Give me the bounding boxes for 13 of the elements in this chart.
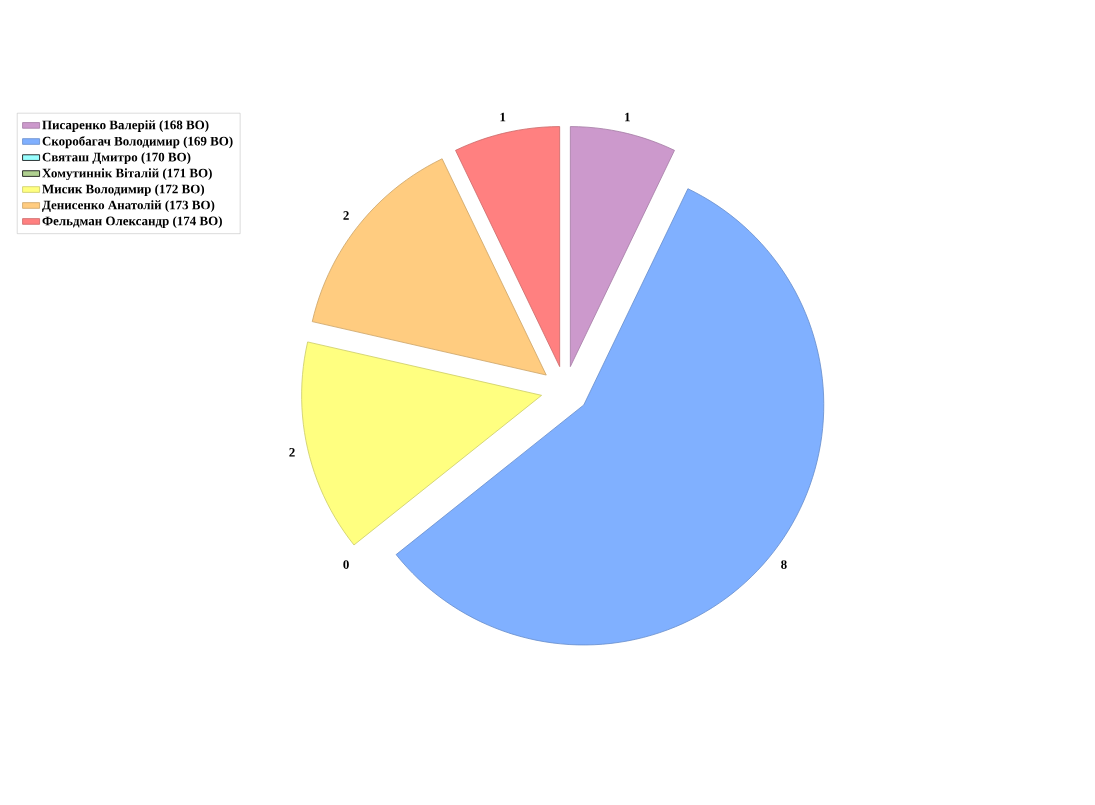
legend-label: Хомутиннік Віталій (171 ВО) xyxy=(42,168,212,181)
legend-label: Святаш Дмитро (170 ВО) xyxy=(42,152,191,165)
legend-label: Писаренко Валерій (168 ВО) xyxy=(42,120,209,132)
data-label: 1 xyxy=(500,112,506,122)
legend-label: Мисик Володимир (172 ВО) xyxy=(42,184,205,197)
text: 0 xyxy=(343,560,349,569)
data-label: 2 xyxy=(343,211,349,220)
data-label: 8 xyxy=(781,560,787,569)
legend-label: Скоробагач Володимир (169 ВО) xyxy=(42,136,233,149)
data-label: 1 xyxy=(625,112,630,122)
legend-label: Денисенко Анатолій (173 ВО) xyxy=(42,200,215,212)
data-label: 2 xyxy=(289,448,295,457)
legend-label: Фельдман Олександр (174 ВО) xyxy=(42,216,222,228)
